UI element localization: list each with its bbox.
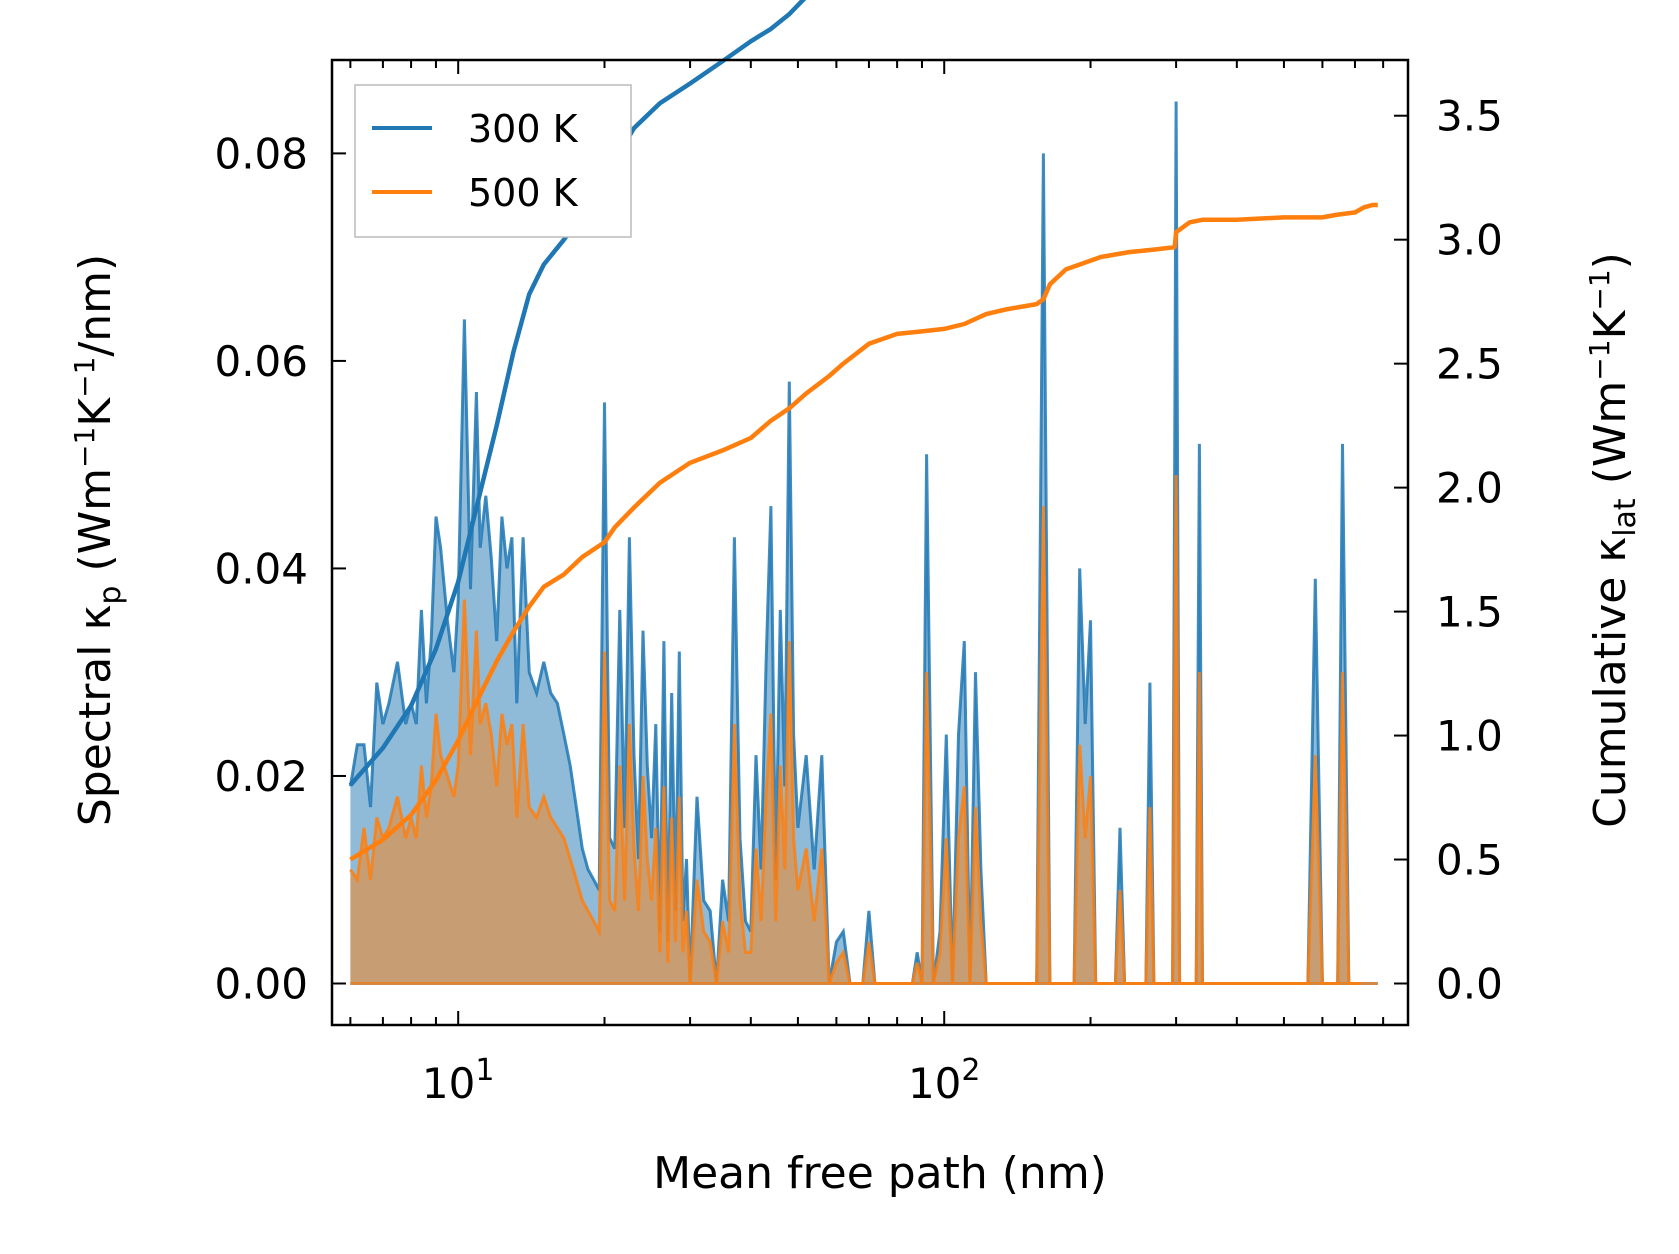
y-right-title-unit-suffix: ) <box>1585 252 1636 269</box>
y-left-axis-ticks: 0.00 0.02 0.04 0.06 0.08 <box>214 129 346 1008</box>
y-left-tick-label: 0.00 <box>214 959 308 1008</box>
legend-box <box>354 84 632 238</box>
x-tick-label-base: 10 <box>908 1059 961 1108</box>
legend-label-300k: 300 K <box>468 107 579 151</box>
y-right-tick-label: 3.0 <box>1436 216 1503 265</box>
y-right-tick-label: 1.5 <box>1436 588 1503 637</box>
series-500k-spectral-fill <box>349 475 1378 985</box>
y-left-title-unit-prefix: (Wm <box>70 468 121 586</box>
y-right-title-sub: lat <box>1608 498 1643 537</box>
y-right-tick-label: 0.0 <box>1436 959 1503 1008</box>
cumulative-300k-line <box>348 0 807 787</box>
x-tick-label-exp: 2 <box>961 1053 980 1088</box>
legend-label-500k: 500 K <box>468 171 579 215</box>
y-right-tick-label: 0.5 <box>1436 836 1503 885</box>
y-right-title-unit-prefix: (Wm <box>1585 381 1636 499</box>
y-right-title-mid: K <box>1585 309 1636 339</box>
y-left-title-unit-suffix: /nm) <box>70 254 121 357</box>
x-tick-label: 102 <box>908 1053 981 1108</box>
y-left-tick-label: 0.02 <box>214 752 308 801</box>
y-left-tick-label: 0.04 <box>214 544 308 593</box>
y-right-title-exp2: −1 <box>1583 269 1616 310</box>
legend: 300 K 500 K <box>354 84 632 238</box>
x-axis-title: Mean free path (nm) <box>653 1148 1107 1199</box>
y-left-title-exp2: −1 <box>68 357 101 398</box>
plot-frame <box>330 58 1410 1027</box>
x-tick-label: 101 <box>422 1053 495 1108</box>
y-left-tick-label: 0.06 <box>214 337 308 386</box>
x-tick-label-base: 10 <box>422 1059 475 1108</box>
y-left-title-exp1: −1 <box>68 427 101 468</box>
y-right-tick-label: 2.0 <box>1436 464 1503 513</box>
y-left-title-sub: p <box>93 586 128 605</box>
y-right-title-main: Cumulative κ <box>1585 537 1636 828</box>
y-left-axis-title: Spectral κp (Wm−1K−1/nm) <box>68 254 128 826</box>
y-left-title-mid: K <box>70 397 121 427</box>
spectral-500k-area <box>350 475 1361 984</box>
y-right-axis-title: Cumulative κlat (Wm−1K−1) <box>1583 252 1643 828</box>
y-right-tick-label: 2.5 <box>1436 340 1503 389</box>
x-axis-ticks: 101 102 <box>349 60 1409 1108</box>
plot-area <box>348 0 1378 985</box>
y-right-tick-label: 1.0 <box>1436 712 1503 761</box>
y-right-axis-ticks: 0.0 0.5 1.0 1.5 2.0 2.5 3.0 3.5 <box>1394 92 1503 1008</box>
cumulative-lines <box>348 0 1378 862</box>
y-right-tick-label: 3.5 <box>1436 92 1503 141</box>
y-left-tick-label: 0.08 <box>214 129 308 178</box>
cumulative-500k-line <box>349 202 1378 862</box>
x-tick-label-exp: 1 <box>475 1053 494 1088</box>
y-left-title-main: Spectral κ <box>70 605 121 827</box>
y-right-title-exp1: −1 <box>1583 339 1616 380</box>
